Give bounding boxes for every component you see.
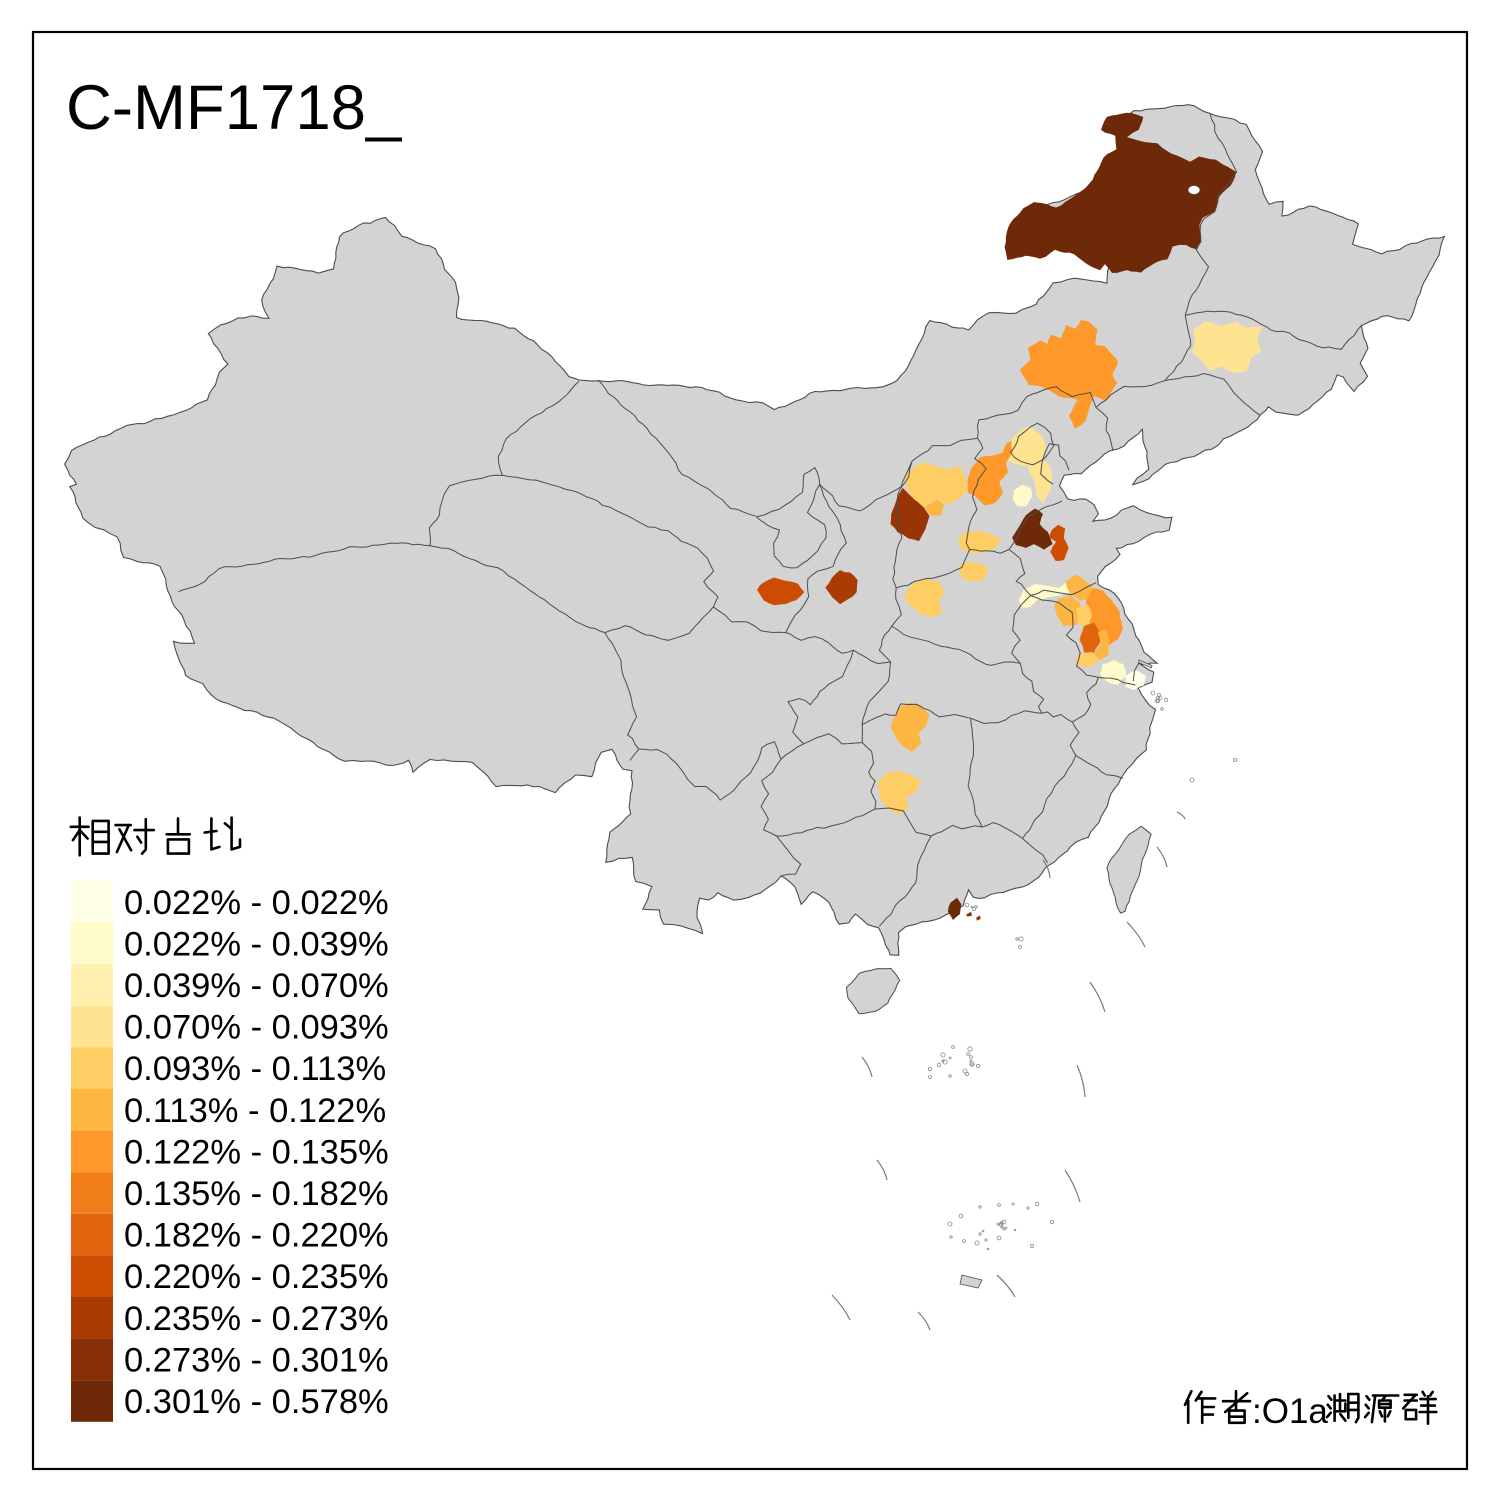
- svg-text:0.273% - 0.301%: 0.273% - 0.301%: [124, 1341, 389, 1379]
- svg-text:0.182% - 0.220%: 0.182% - 0.220%: [124, 1217, 389, 1255]
- svg-text:0.122% - 0.135%: 0.122% - 0.135%: [124, 1133, 389, 1171]
- svg-text:C-MF1718_: C-MF1718_: [66, 73, 403, 143]
- svg-text::O1a: :O1a: [1252, 1392, 1328, 1431]
- svg-text:0.235% - 0.273%: 0.235% - 0.273%: [124, 1300, 389, 1338]
- svg-text:0.113% - 0.122%: 0.113% - 0.122%: [124, 1092, 386, 1130]
- svg-text:0.039% - 0.070%: 0.039% - 0.070%: [124, 967, 389, 1005]
- svg-text:0.220% - 0.235%: 0.220% - 0.235%: [124, 1258, 389, 1296]
- svg-text:0.093% - 0.113%: 0.093% - 0.113%: [124, 1050, 386, 1088]
- svg-text:0.022% - 0.022%: 0.022% - 0.022%: [124, 884, 389, 922]
- svg-text:0.070% - 0.093%: 0.070% - 0.093%: [124, 1009, 389, 1047]
- svg-text:0.022% - 0.039%: 0.022% - 0.039%: [124, 925, 389, 963]
- svg-text:0.135% - 0.182%: 0.135% - 0.182%: [124, 1175, 389, 1213]
- svg-text:0.301% - 0.578%: 0.301% - 0.578%: [124, 1383, 389, 1421]
